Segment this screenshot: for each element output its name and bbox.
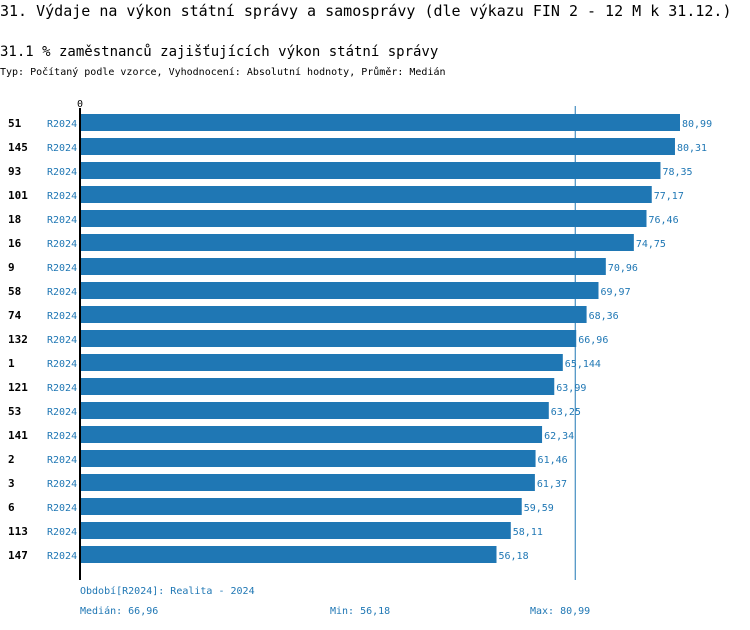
category-label: 3 [8,477,15,490]
period-label: R2024 [47,263,77,274]
period-label: R2024 [47,239,77,250]
value-label: 59,59 [524,503,554,514]
period-label: R2024 [47,455,77,466]
value-label: 66,96 [578,335,608,346]
category-label: 18 [8,213,21,226]
period-label: R2024 [47,479,77,490]
chart-title: 31.1 % zaměstnanců zajišťujících výkon s… [0,44,439,60]
category-label: 1 [8,357,15,370]
bar [81,522,511,539]
category-label: 51 [8,117,22,130]
category-label: 121 [8,381,28,394]
value-label: 65,144 [565,359,601,370]
period-label: R2024 [47,311,77,322]
footer-min: Min: 56,18 [330,606,391,617]
category-label: 141 [8,429,28,442]
period-label: R2024 [47,143,77,154]
period-label: R2024 [47,359,77,370]
category-label: 74 [8,309,22,322]
category-label: 132 [8,333,28,346]
value-label: 63,99 [556,383,586,394]
section-title: 31. Výdaje na výkon státní správy a samo… [0,2,732,20]
bar [81,306,587,323]
bar [81,378,555,395]
category-label: 2 [8,453,15,466]
bar [81,186,652,203]
category-label: 93 [8,165,21,178]
value-label: 77,17 [654,191,684,202]
bar [81,450,536,467]
period-label: R2024 [47,287,77,298]
bar [81,330,577,347]
value-label: 68,36 [589,311,619,322]
period-label: R2024 [47,407,77,418]
value-label: 61,46 [538,455,568,466]
period-label: R2024 [47,527,77,538]
value-label: 78,35 [662,167,692,178]
bar [81,426,543,443]
value-label: 69,97 [600,287,630,298]
category-label: 16 [8,237,22,250]
footer-median: Medián: 66,96 [80,606,159,617]
period-label: R2024 [47,215,77,226]
category-label: 113 [8,525,28,538]
bar [81,138,675,155]
category-label: 9 [8,261,15,274]
period-label: R2024 [47,383,77,394]
bar [81,498,522,515]
bar [81,282,599,299]
value-label: 63,25 [551,407,581,418]
bar [81,354,563,371]
bar [81,210,647,227]
bar [81,402,549,419]
value-label: 80,31 [677,143,707,154]
bar [81,258,606,275]
value-label: 74,75 [636,239,666,250]
chart-subtitle: Typ: Počítaný podle vzorce, Vyhodnocení:… [0,67,446,78]
footer-max: Max: 80,99 [530,606,591,617]
value-label: 80,99 [682,119,712,130]
period-label: R2024 [47,503,77,514]
period-label: R2024 [47,335,77,346]
period-label: R2024 [47,167,77,178]
category-label: 145 [8,141,28,154]
value-label: 76,46 [648,215,678,226]
bar [81,114,680,131]
category-label: 58 [8,285,21,298]
axis-tick-label: 0 [77,99,83,110]
value-label: 70,96 [608,263,638,274]
bar [81,474,535,491]
value-label: 61,37 [537,479,567,490]
value-label: 56,18 [499,551,529,562]
category-label: 147 [8,549,28,562]
period-label: R2024 [47,431,77,442]
category-label: 101 [8,189,28,202]
bar [81,546,497,563]
bar [81,162,661,179]
period-label: R2024 [47,551,77,562]
value-label: 58,11 [513,527,543,538]
category-label: 53 [8,405,21,418]
footer-period: Období[R2024]: Realita - 2024 [80,586,255,597]
period-label: R2024 [47,119,77,130]
category-label: 6 [8,501,15,514]
period-label: R2024 [47,191,77,202]
value-label: 62,34 [544,431,574,442]
bar [81,234,634,251]
